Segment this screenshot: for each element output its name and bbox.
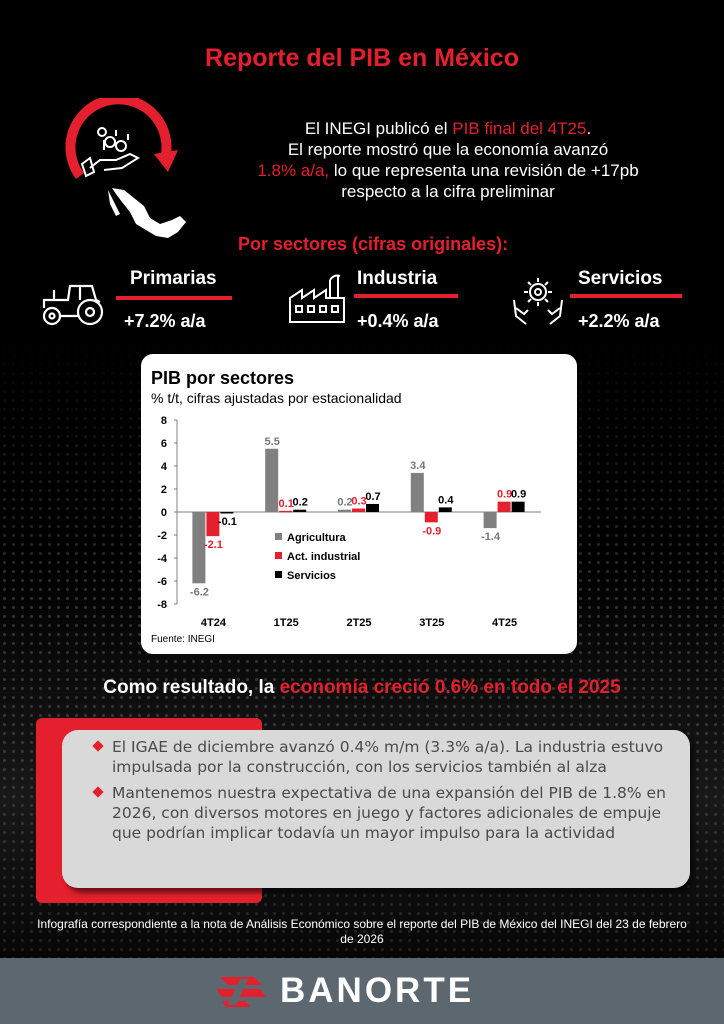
bar-agricultura <box>265 448 279 512</box>
x-tick-label: 1T25 <box>274 617 299 629</box>
legend-swatch <box>275 571 282 578</box>
y-tick-label: 4 <box>161 461 168 473</box>
gear-hands-icon <box>510 272 566 326</box>
legend-label: Act. industrial <box>287 551 360 563</box>
legend-label: Servicios <box>287 570 336 582</box>
y-tick-label: 0 <box>161 507 167 519</box>
y-tick-label: -8 <box>157 599 167 611</box>
hand-coins-icon <box>80 127 141 178</box>
page-title: Reporte del PIB en México <box>205 44 519 72</box>
sector-value-servicios: +2.2% a/a <box>578 311 660 331</box>
x-tick-label: 2T25 <box>346 617 371 629</box>
sectors-title: Por sectores (cifras originales): <box>238 234 509 254</box>
baja-california-icon <box>108 190 120 216</box>
brand-name: BANORTE <box>280 971 475 1010</box>
bar-act-industrial <box>424 512 438 523</box>
legend-swatch <box>275 552 282 559</box>
banorte-logo-icon <box>214 973 268 1009</box>
data-label: 0.9 <box>511 489 526 501</box>
bullet-list: El IGAE de diciembre avanzó 0.4% m/m (3.… <box>92 737 688 849</box>
sector-underline-primarias <box>116 296 232 300</box>
sector-name-servicios: Servicios <box>578 268 663 289</box>
circular-arrow-icon <box>65 94 172 179</box>
data-label: 0.4 <box>438 494 454 506</box>
sector-underline-industria <box>354 294 458 298</box>
bar-agricultura <box>410 472 424 512</box>
y-tick-label: 6 <box>161 438 167 450</box>
tractor-icon <box>40 280 110 326</box>
bar-chart: 86420-2-4-6-8-6.2-2.1-0.14T245.50.10.21T… <box>157 415 541 629</box>
chart-subtitle: % t/t, cifras ajustadas por estacionalid… <box>151 390 402 406</box>
x-tick-label: 4T24 <box>201 617 227 629</box>
y-tick-label: 8 <box>161 415 167 427</box>
red-diamond-icon <box>92 740 104 752</box>
legend-swatch <box>275 533 282 540</box>
data-label: 0.7 <box>365 491 380 503</box>
arrow-head-icon <box>154 150 178 172</box>
footnote: Infografía correspondiente a la nota de … <box>37 917 687 946</box>
data-label: 0.9 <box>497 489 512 501</box>
data-label: 0.2 <box>337 497 352 509</box>
data-label: 3.4 <box>410 460 426 472</box>
intro-line-2: El reporte mostró que la economía avanzó <box>287 140 609 159</box>
x-tick-label: 4T25 <box>492 617 517 629</box>
data-label: 0.2 <box>293 497 308 509</box>
bullet-item: Mantenemos nuestra expectativa de una ex… <box>92 783 688 843</box>
bar-agricultura <box>338 509 351 512</box>
data-label: -2.1 <box>204 539 223 551</box>
sector-name-industria: Industria <box>357 268 438 289</box>
bar-agricultura <box>192 512 206 584</box>
sector-underline-servicios <box>570 294 682 298</box>
bar-agricultura <box>483 512 497 529</box>
economy-illustration-svg <box>65 94 186 238</box>
bar-act-industrial <box>279 510 293 513</box>
factory-icon <box>286 272 348 326</box>
red-diamond-icon <box>92 786 104 798</box>
mexico-map-icon <box>112 188 186 238</box>
economy-icon <box>50 94 210 248</box>
chart-source: Fuente: INEGI <box>151 634 215 645</box>
y-tick-label: -2 <box>157 530 167 542</box>
bar-servicios <box>511 501 525 512</box>
sector-value-primarias: +7.2% a/a <box>124 311 206 331</box>
chart-card: PIB por sectores % t/t, cifras ajustadas… <box>141 354 577 654</box>
result-headline: Como resultado, la economía creció 0.6% … <box>103 677 621 698</box>
sector-name-primarias: Primarias <box>130 268 217 289</box>
intro-line-4: respecto a la cifra preliminar <box>341 182 555 201</box>
bar-servicios <box>366 503 379 512</box>
y-tick-label: -4 <box>157 553 168 565</box>
intro-text: El INEGI publicó el PIB final del 4T25. … <box>178 118 718 202</box>
y-tick-label: -6 <box>157 576 167 588</box>
bar-act-industrial <box>497 501 511 512</box>
data-label: -0.9 <box>422 525 441 537</box>
bar-act-industrial <box>352 508 365 512</box>
bar-act-industrial <box>206 512 220 537</box>
bar-servicios <box>220 512 234 514</box>
chart-title: PIB por sectores <box>151 368 295 388</box>
y-tick-label: 2 <box>161 484 167 496</box>
legend-label: Agricultura <box>287 532 347 544</box>
intro-line-3: 1.8% a/a, lo que representa una revisión… <box>257 161 639 180</box>
bullet-item: El IGAE de diciembre avanzó 0.4% m/m (3.… <box>92 737 688 777</box>
bar-servicios <box>438 507 452 512</box>
bar-servicios <box>293 509 307 512</box>
data-label: -1.4 <box>481 531 501 543</box>
data-label: -6.2 <box>190 586 209 598</box>
bullets-card <box>62 730 690 888</box>
sector-value-industria: +0.4% a/a <box>357 311 439 331</box>
data-label: 0.1 <box>279 498 294 510</box>
data-label: 0.3 <box>351 496 366 508</box>
data-label: -0.1 <box>218 516 237 528</box>
intro-line-1: El INEGI publicó el PIB final del 4T25. <box>304 119 592 138</box>
data-label: 5.5 <box>265 436 280 448</box>
footer-bar: BANORTE <box>0 958 724 1024</box>
x-tick-label: 3T25 <box>419 617 444 629</box>
